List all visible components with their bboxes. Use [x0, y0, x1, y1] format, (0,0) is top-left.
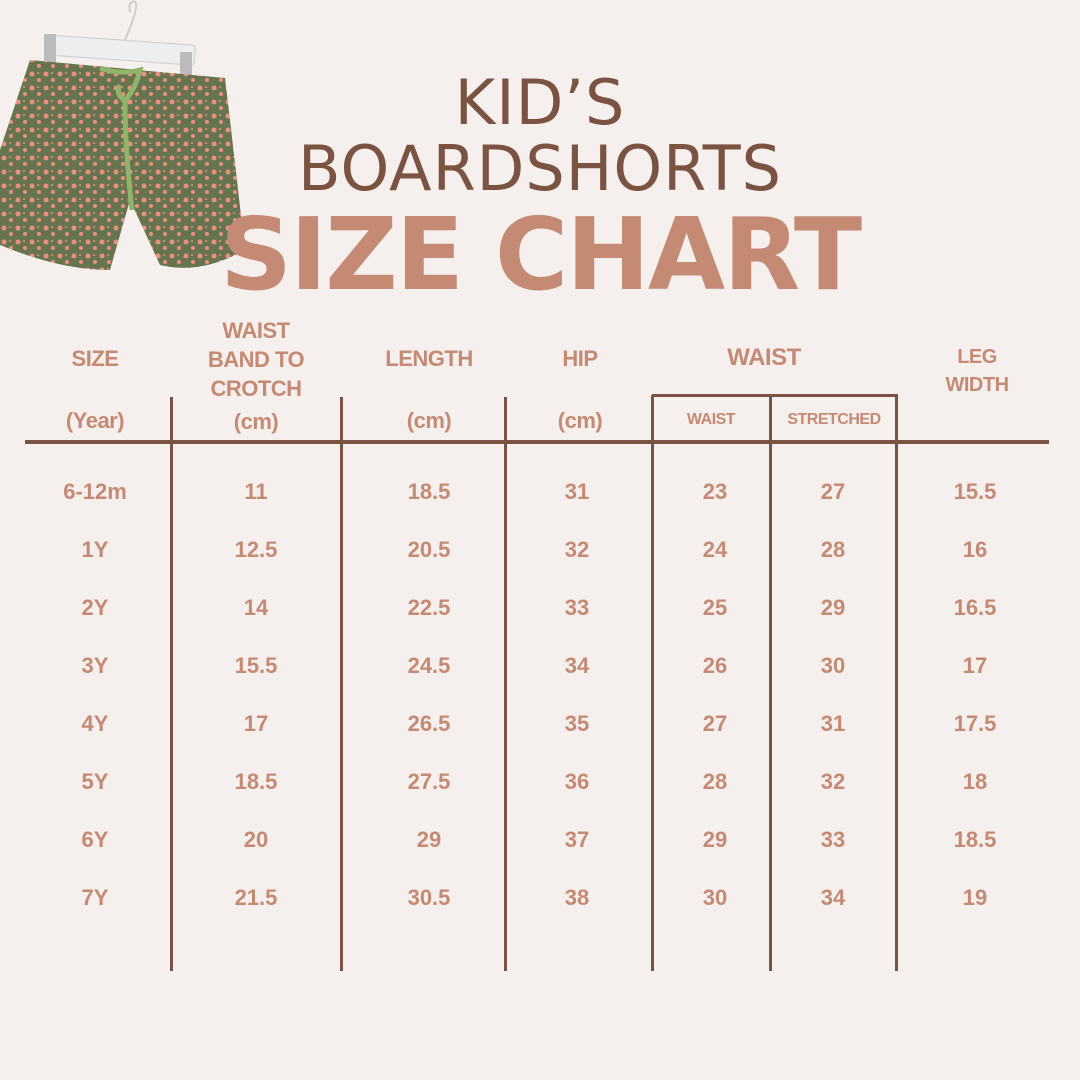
- header-waist-group: WAIST: [727, 344, 801, 371]
- header-leg-l1: LEG: [957, 346, 997, 368]
- cell-hip: 36: [564, 769, 590, 794]
- cell-hip: 34: [564, 653, 590, 678]
- cell-waist: 24: [702, 537, 728, 562]
- cell-length: 24.5: [407, 653, 451, 678]
- cell-leg-width: 17.5: [953, 711, 997, 736]
- cell-hip: 32: [564, 537, 590, 562]
- cell-waist: 26: [702, 653, 728, 678]
- cell-waist: 30: [702, 885, 728, 910]
- header-waistband-l2: BAND TO: [207, 347, 305, 372]
- cell-length: 20.5: [407, 537, 451, 562]
- cell-waist-stretched: 33: [820, 827, 846, 852]
- cell-leg-width: 16: [962, 537, 988, 562]
- header-waist-sub: WAIST: [686, 411, 736, 428]
- header-divider: [25, 440, 1049, 444]
- cell-leg-width: 18: [962, 769, 988, 794]
- cell-waistband-to-crotch: 20: [243, 827, 269, 852]
- cell-waistband-to-crotch: 18.5: [234, 769, 278, 794]
- cell-waistband-to-crotch: 11: [244, 479, 268, 504]
- cell-hip: 38: [564, 885, 590, 910]
- cell-waistband-to-crotch: 21.5: [234, 885, 278, 910]
- cell-waistband-to-crotch: 12.5: [234, 537, 278, 562]
- cell-waist: 25: [702, 595, 728, 620]
- column-divider: [895, 395, 898, 971]
- cell-waist: 29: [702, 827, 728, 852]
- cell-hip: 35: [564, 711, 590, 736]
- cell-size: 2Y: [81, 595, 109, 620]
- column-divider: [504, 397, 507, 971]
- cell-waistband-to-crotch: 15.5: [234, 653, 278, 678]
- cell-length: 22.5: [407, 595, 451, 620]
- cell-length: 29: [416, 827, 442, 852]
- cell-length: 30.5: [407, 885, 451, 910]
- title-boardshorts: BOARDSHORTS: [298, 132, 782, 205]
- cell-size: 1Y: [81, 537, 109, 562]
- cell-size: 6-12m: [63, 479, 127, 504]
- cell-leg-width: 19: [962, 885, 988, 910]
- cell-hip: 33: [564, 595, 590, 620]
- waist-group-bracket: [652, 394, 898, 397]
- cell-waist-stretched: 34: [820, 885, 846, 910]
- header-length: LENGTH: [385, 346, 473, 371]
- cell-length: 26.5: [407, 711, 451, 736]
- header-length-unit: (cm): [406, 408, 452, 433]
- cell-leg-width: 15.5: [953, 479, 997, 504]
- cell-leg-width: 18.5: [953, 827, 997, 852]
- cell-waist: 27: [702, 711, 728, 736]
- column-divider: [769, 395, 772, 971]
- cell-waistband-to-crotch: 14: [243, 595, 269, 620]
- cell-size: 3Y: [81, 653, 109, 678]
- cell-size: 5Y: [81, 769, 109, 794]
- title-size-chart: SIZE CHART: [219, 196, 862, 313]
- header-size-unit: (Year): [65, 408, 125, 433]
- header-waistband-l1: WAIST: [222, 318, 290, 343]
- cell-waistband-to-crotch: 17: [243, 711, 269, 736]
- cell-leg-width: 17: [962, 653, 988, 678]
- cell-waist-stretched: 27: [820, 479, 846, 504]
- header-size: SIZE: [71, 346, 119, 371]
- cell-waist-stretched: 30: [820, 653, 846, 678]
- cell-hip: 37: [564, 827, 590, 852]
- cell-length: 18.5: [407, 479, 451, 504]
- cell-waist-stretched: 32: [820, 769, 846, 794]
- header-leg-l2: WIDTH: [945, 374, 1009, 396]
- header-stretched-sub: STRETCHED: [787, 411, 881, 428]
- boardshorts-photo: [0, 0, 245, 270]
- column-divider: [651, 395, 654, 971]
- cell-waist: 23: [702, 479, 728, 504]
- header-hip: HIP: [562, 346, 598, 371]
- cell-size: 7Y: [81, 885, 109, 910]
- cell-length: 27.5: [407, 769, 451, 794]
- column-divider: [170, 397, 173, 971]
- cell-waist-stretched: 28: [820, 537, 846, 562]
- column-divider: [340, 397, 343, 971]
- cell-waist-stretched: 29: [820, 595, 846, 620]
- cell-leg-width: 16.5: [953, 595, 997, 620]
- cell-size: 6Y: [81, 827, 109, 852]
- cell-waist: 28: [702, 769, 728, 794]
- cell-waist-stretched: 31: [820, 711, 846, 736]
- header-waistband-l3: CROTCH: [210, 376, 302, 401]
- title-kids: KID’S: [454, 66, 626, 139]
- cell-hip: 31: [564, 479, 590, 504]
- header-waistband-unit: (cm): [233, 409, 279, 434]
- header-hip-unit: (cm): [557, 408, 603, 433]
- cell-size: 4Y: [81, 711, 109, 736]
